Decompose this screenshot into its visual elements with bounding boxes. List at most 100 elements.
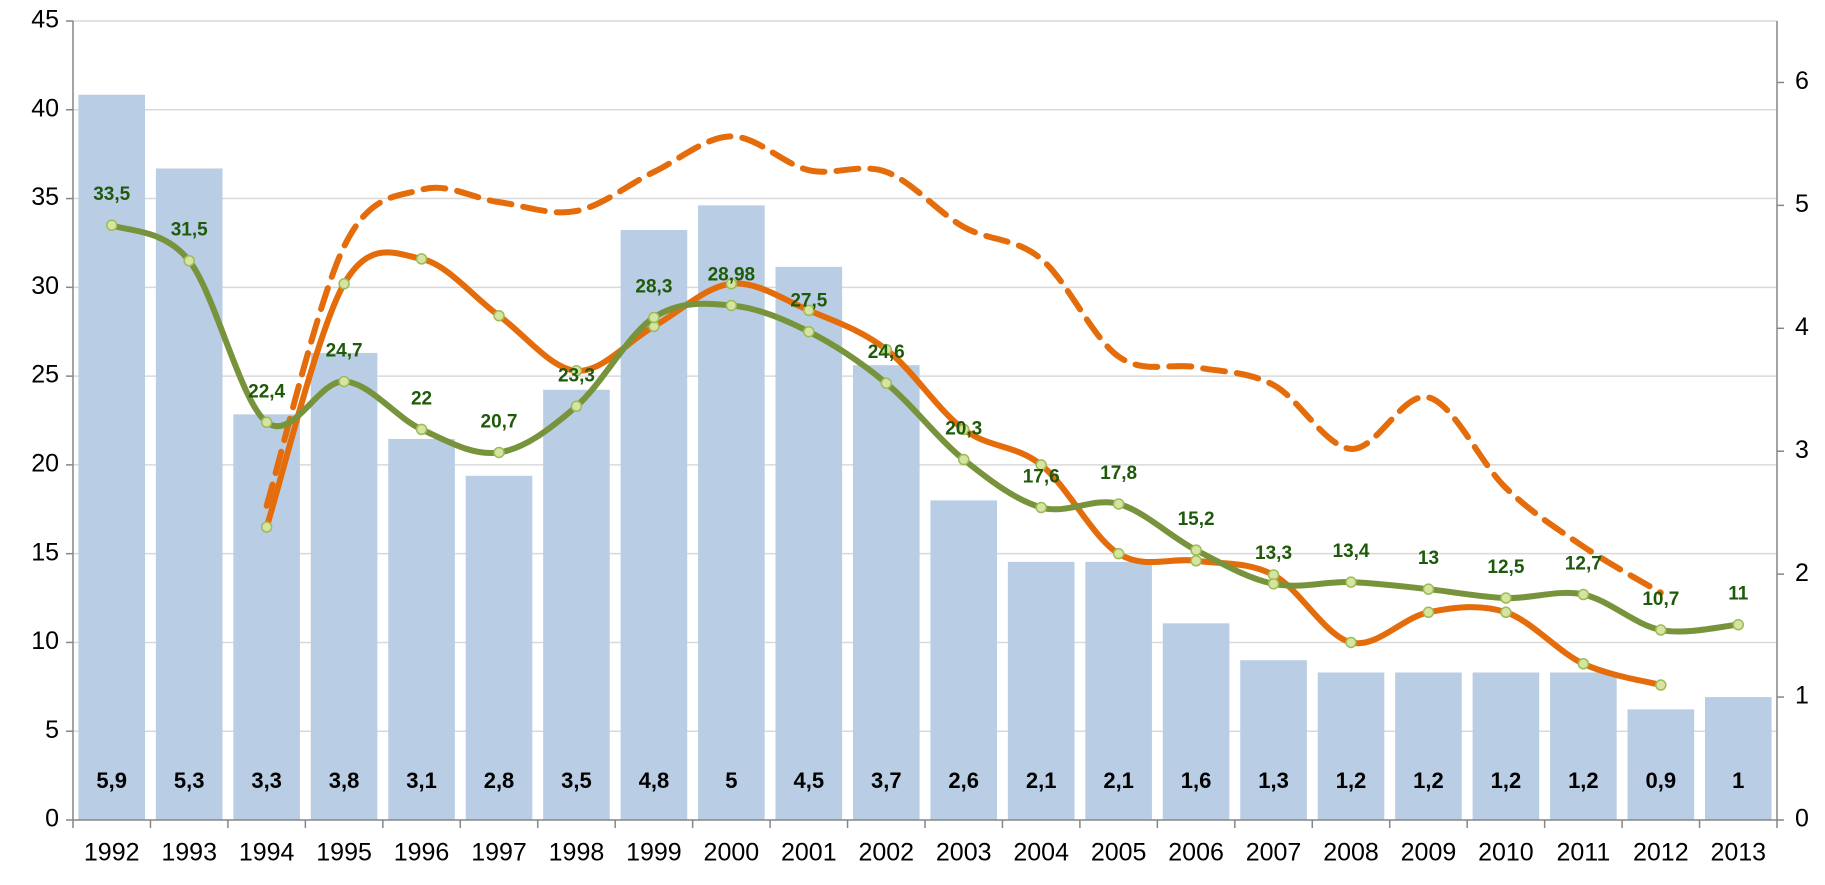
bar-value-label: 4,5 xyxy=(794,768,825,793)
bar xyxy=(1240,660,1307,820)
y-tick-label: 15 xyxy=(31,538,59,566)
x-tick-label: 2013 xyxy=(1710,839,1766,867)
line-value-label: 10,7 xyxy=(1642,589,1679,610)
bar-value-label: 3,1 xyxy=(406,768,437,793)
line-marker xyxy=(570,400,583,413)
line-marker xyxy=(957,453,970,466)
line-marker xyxy=(1500,592,1512,604)
line-marker xyxy=(725,278,738,290)
bar xyxy=(233,414,300,820)
line-value-label: 17,8 xyxy=(1100,463,1137,484)
y2-tick-label: 4 xyxy=(1795,313,1809,341)
y-tick-label: 0 xyxy=(45,805,59,833)
line-marker xyxy=(1190,555,1202,567)
bar xyxy=(1472,672,1540,820)
line-marker xyxy=(493,309,505,322)
x-tick-label: 1998 xyxy=(549,839,605,867)
line-marker xyxy=(803,325,815,338)
bar-value-label: 3,7 xyxy=(871,768,902,793)
x-tick-label: 2005 xyxy=(1091,839,1147,867)
line-marker xyxy=(1422,606,1435,619)
bar-value-label: 0,9 xyxy=(1646,768,1677,793)
line-marker xyxy=(260,521,273,533)
line-value-label: 13,4 xyxy=(1333,541,1370,562)
line-marker xyxy=(880,377,893,389)
x-tick-label: 2001 xyxy=(781,839,837,867)
x-tick-label: 2006 xyxy=(1168,839,1224,867)
bar xyxy=(1704,697,1772,820)
bar xyxy=(388,438,455,820)
bar-value-label: 2,8 xyxy=(484,768,515,793)
bar-value-label: 3,8 xyxy=(329,768,360,793)
bar-value-label: 3,3 xyxy=(251,768,282,793)
bar-value-label: 1,2 xyxy=(1491,768,1522,793)
line-marker xyxy=(1577,658,1590,670)
x-tick-label: 2004 xyxy=(1013,839,1069,867)
line-marker xyxy=(1345,576,1357,588)
line-value-label: 28,98 xyxy=(708,264,756,285)
line-marker xyxy=(1190,544,1202,556)
line-marker xyxy=(570,365,583,377)
line-marker xyxy=(1577,588,1590,601)
line-marker xyxy=(1500,606,1512,619)
bar-value-label: 1 xyxy=(1732,768,1744,793)
bar-value-label: 5,9 xyxy=(96,768,127,793)
y2-tick-label: 5 xyxy=(1795,190,1809,218)
y2-tick-label: 3 xyxy=(1795,436,1809,464)
line-marker xyxy=(183,254,195,267)
bar-value-label: 1,2 xyxy=(1413,768,1444,793)
x-tick-label: 2008 xyxy=(1323,839,1379,867)
line-marker xyxy=(415,423,428,436)
bar xyxy=(930,500,998,820)
line-value-label: 20,3 xyxy=(945,419,982,440)
bar xyxy=(310,352,378,820)
bar xyxy=(1627,709,1695,820)
line-value-label: 12,7 xyxy=(1565,554,1602,575)
line-marker xyxy=(1112,498,1125,510)
y2-tick-label: 1 xyxy=(1795,682,1809,710)
y-tick-label: 35 xyxy=(31,183,59,211)
y-tick-label: 30 xyxy=(31,272,59,300)
x-tick-label: 1999 xyxy=(626,839,682,867)
line-value-label: 24,6 xyxy=(868,342,905,363)
y2-tick-label: 0 xyxy=(1795,805,1809,833)
line-marker xyxy=(1112,547,1125,560)
x-tick-label: 1997 xyxy=(471,839,527,867)
line-value-label: 23,3 xyxy=(558,365,595,386)
x-tick-label: 2011 xyxy=(1556,839,1610,867)
line-value-label: 22,4 xyxy=(248,381,285,402)
y-tick-label: 25 xyxy=(31,361,59,389)
line-marker xyxy=(415,253,428,265)
bar xyxy=(78,94,146,820)
bar-value-label: 1,6 xyxy=(1181,768,1212,793)
line-marker xyxy=(1655,624,1667,636)
bar-value-label: 2,1 xyxy=(1026,768,1057,793)
line-value-label: 20,7 xyxy=(481,411,518,432)
y-tick-label: 40 xyxy=(31,94,59,122)
line-marker xyxy=(957,423,970,436)
line-value-label: 13,3 xyxy=(1255,543,1292,564)
bar xyxy=(852,365,920,820)
line-value-label: 24,7 xyxy=(326,340,363,361)
bar xyxy=(155,168,223,820)
x-tick-label: 2000 xyxy=(704,839,760,867)
line-marker xyxy=(1035,501,1047,514)
x-tick-label: 2003 xyxy=(936,839,992,867)
line-value-label: 12,5 xyxy=(1487,557,1524,578)
bar xyxy=(1550,672,1617,820)
line xyxy=(263,133,1664,596)
bar-value-label: 1,2 xyxy=(1336,768,1367,793)
y-tick-label: 20 xyxy=(31,449,59,477)
line-value-label: 11 xyxy=(1728,584,1749,605)
bar-value-label: 2,6 xyxy=(948,768,979,793)
bar xyxy=(1007,561,1075,820)
line-marker xyxy=(1422,583,1435,595)
x-tick-label: 2002 xyxy=(858,839,914,867)
x-tick-label: 1994 xyxy=(239,839,295,867)
line-value-label: 27,5 xyxy=(790,291,827,312)
line-marker xyxy=(880,343,893,356)
x-tick-label: 1992 xyxy=(84,839,140,867)
bar xyxy=(1162,623,1230,820)
y-tick-label: 5 xyxy=(45,716,59,744)
line-marker xyxy=(1035,459,1047,471)
